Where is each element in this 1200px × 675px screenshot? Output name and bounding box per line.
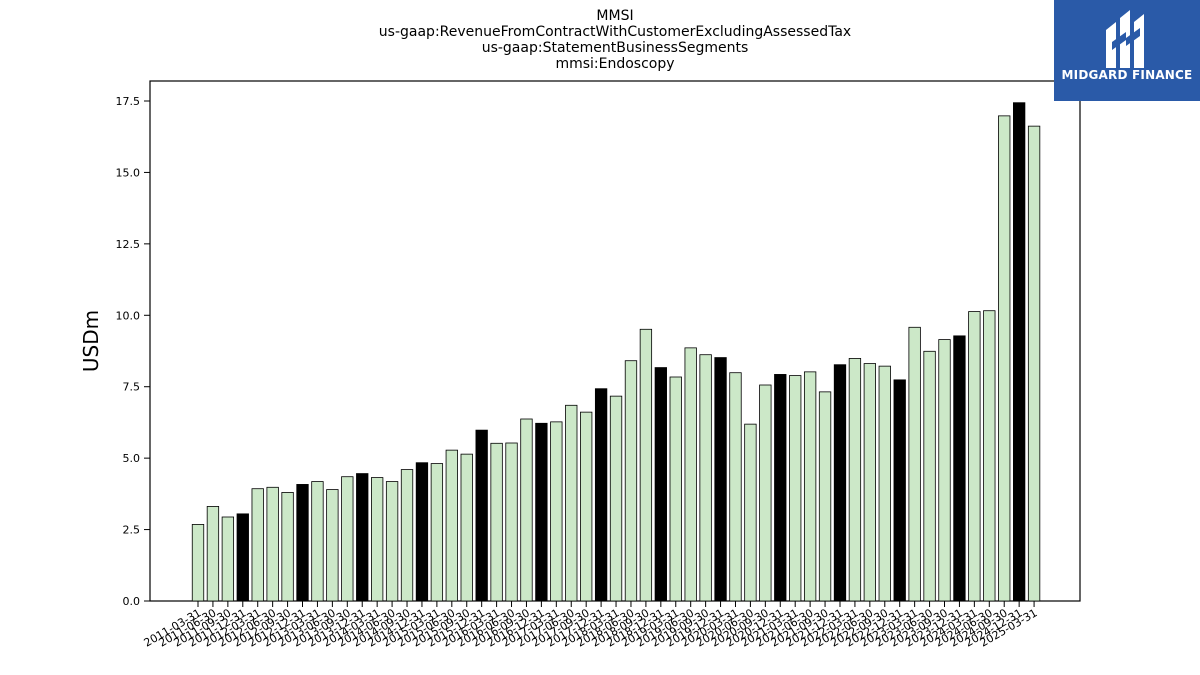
bar [848,358,862,602]
bar [221,516,235,602]
y-tick-label: 10.0 [116,309,141,322]
chart-title-member: mmsi:Endoscopy [555,56,675,72]
bar [505,442,518,602]
y-tick-label: 17.5 [116,95,141,108]
bar [609,395,623,602]
bar [565,404,578,602]
y-tick-label: 5.0 [123,452,141,465]
bar [580,411,593,602]
bar [833,364,847,602]
bar [953,335,966,602]
y-tick-label: 15.0 [116,166,141,179]
bar [415,462,429,602]
brand-name: MIDGARD FINANCE [1061,68,1193,82]
bar [923,350,936,602]
bar [983,310,996,602]
chart-title-concept: us-gaap:RevenueFromContractWithCustomerE… [378,24,852,40]
bar [251,488,264,602]
bar [774,374,787,602]
bar [594,388,608,602]
bar [729,372,742,602]
bar [400,469,414,602]
y-tick-label: 12.5 [116,238,141,251]
bar [803,371,817,602]
chart-title-axis: us-gaap:StatementBusinessSegments [481,40,749,56]
bar [206,506,220,602]
bar [535,422,548,602]
bar [191,524,205,602]
bar [490,442,503,602]
y-tick-label: 0.0 [123,595,141,608]
bar [744,423,757,602]
bar [938,339,951,602]
y-tick-label: 2.5 [123,524,141,537]
bar [266,486,279,602]
bar [385,481,399,602]
y-tick-label: 7.5 [123,381,141,394]
bar [624,360,638,602]
bar [669,376,682,602]
bar [1013,102,1026,602]
bar [863,363,876,602]
midgard-logo-icon [1106,10,1144,68]
bar [878,365,891,602]
bar [789,375,802,602]
bar [818,391,832,602]
chart-title-ticker: MMSI [596,8,634,24]
bar [475,429,488,602]
bar [998,115,1011,602]
bar [699,354,712,602]
bar [968,311,981,602]
bar [550,421,563,602]
bar [341,476,354,602]
bar [311,481,324,602]
bar [296,484,309,602]
bar [356,473,369,602]
bar [520,418,533,602]
bar [326,489,339,602]
bar [654,367,667,602]
bar [893,379,906,602]
bar [281,492,294,602]
bar [445,449,458,602]
bar [714,357,727,602]
bar [236,513,249,602]
y-axis-label: USDm [79,310,103,372]
bar [684,347,697,602]
bar [460,453,473,602]
bar [371,477,384,602]
bar [639,328,653,602]
bar [759,384,772,602]
bar [430,463,444,602]
brand-logo: MIDGARD FINANCE [1054,0,1200,101]
bar [908,326,921,602]
bar [1027,125,1041,602]
